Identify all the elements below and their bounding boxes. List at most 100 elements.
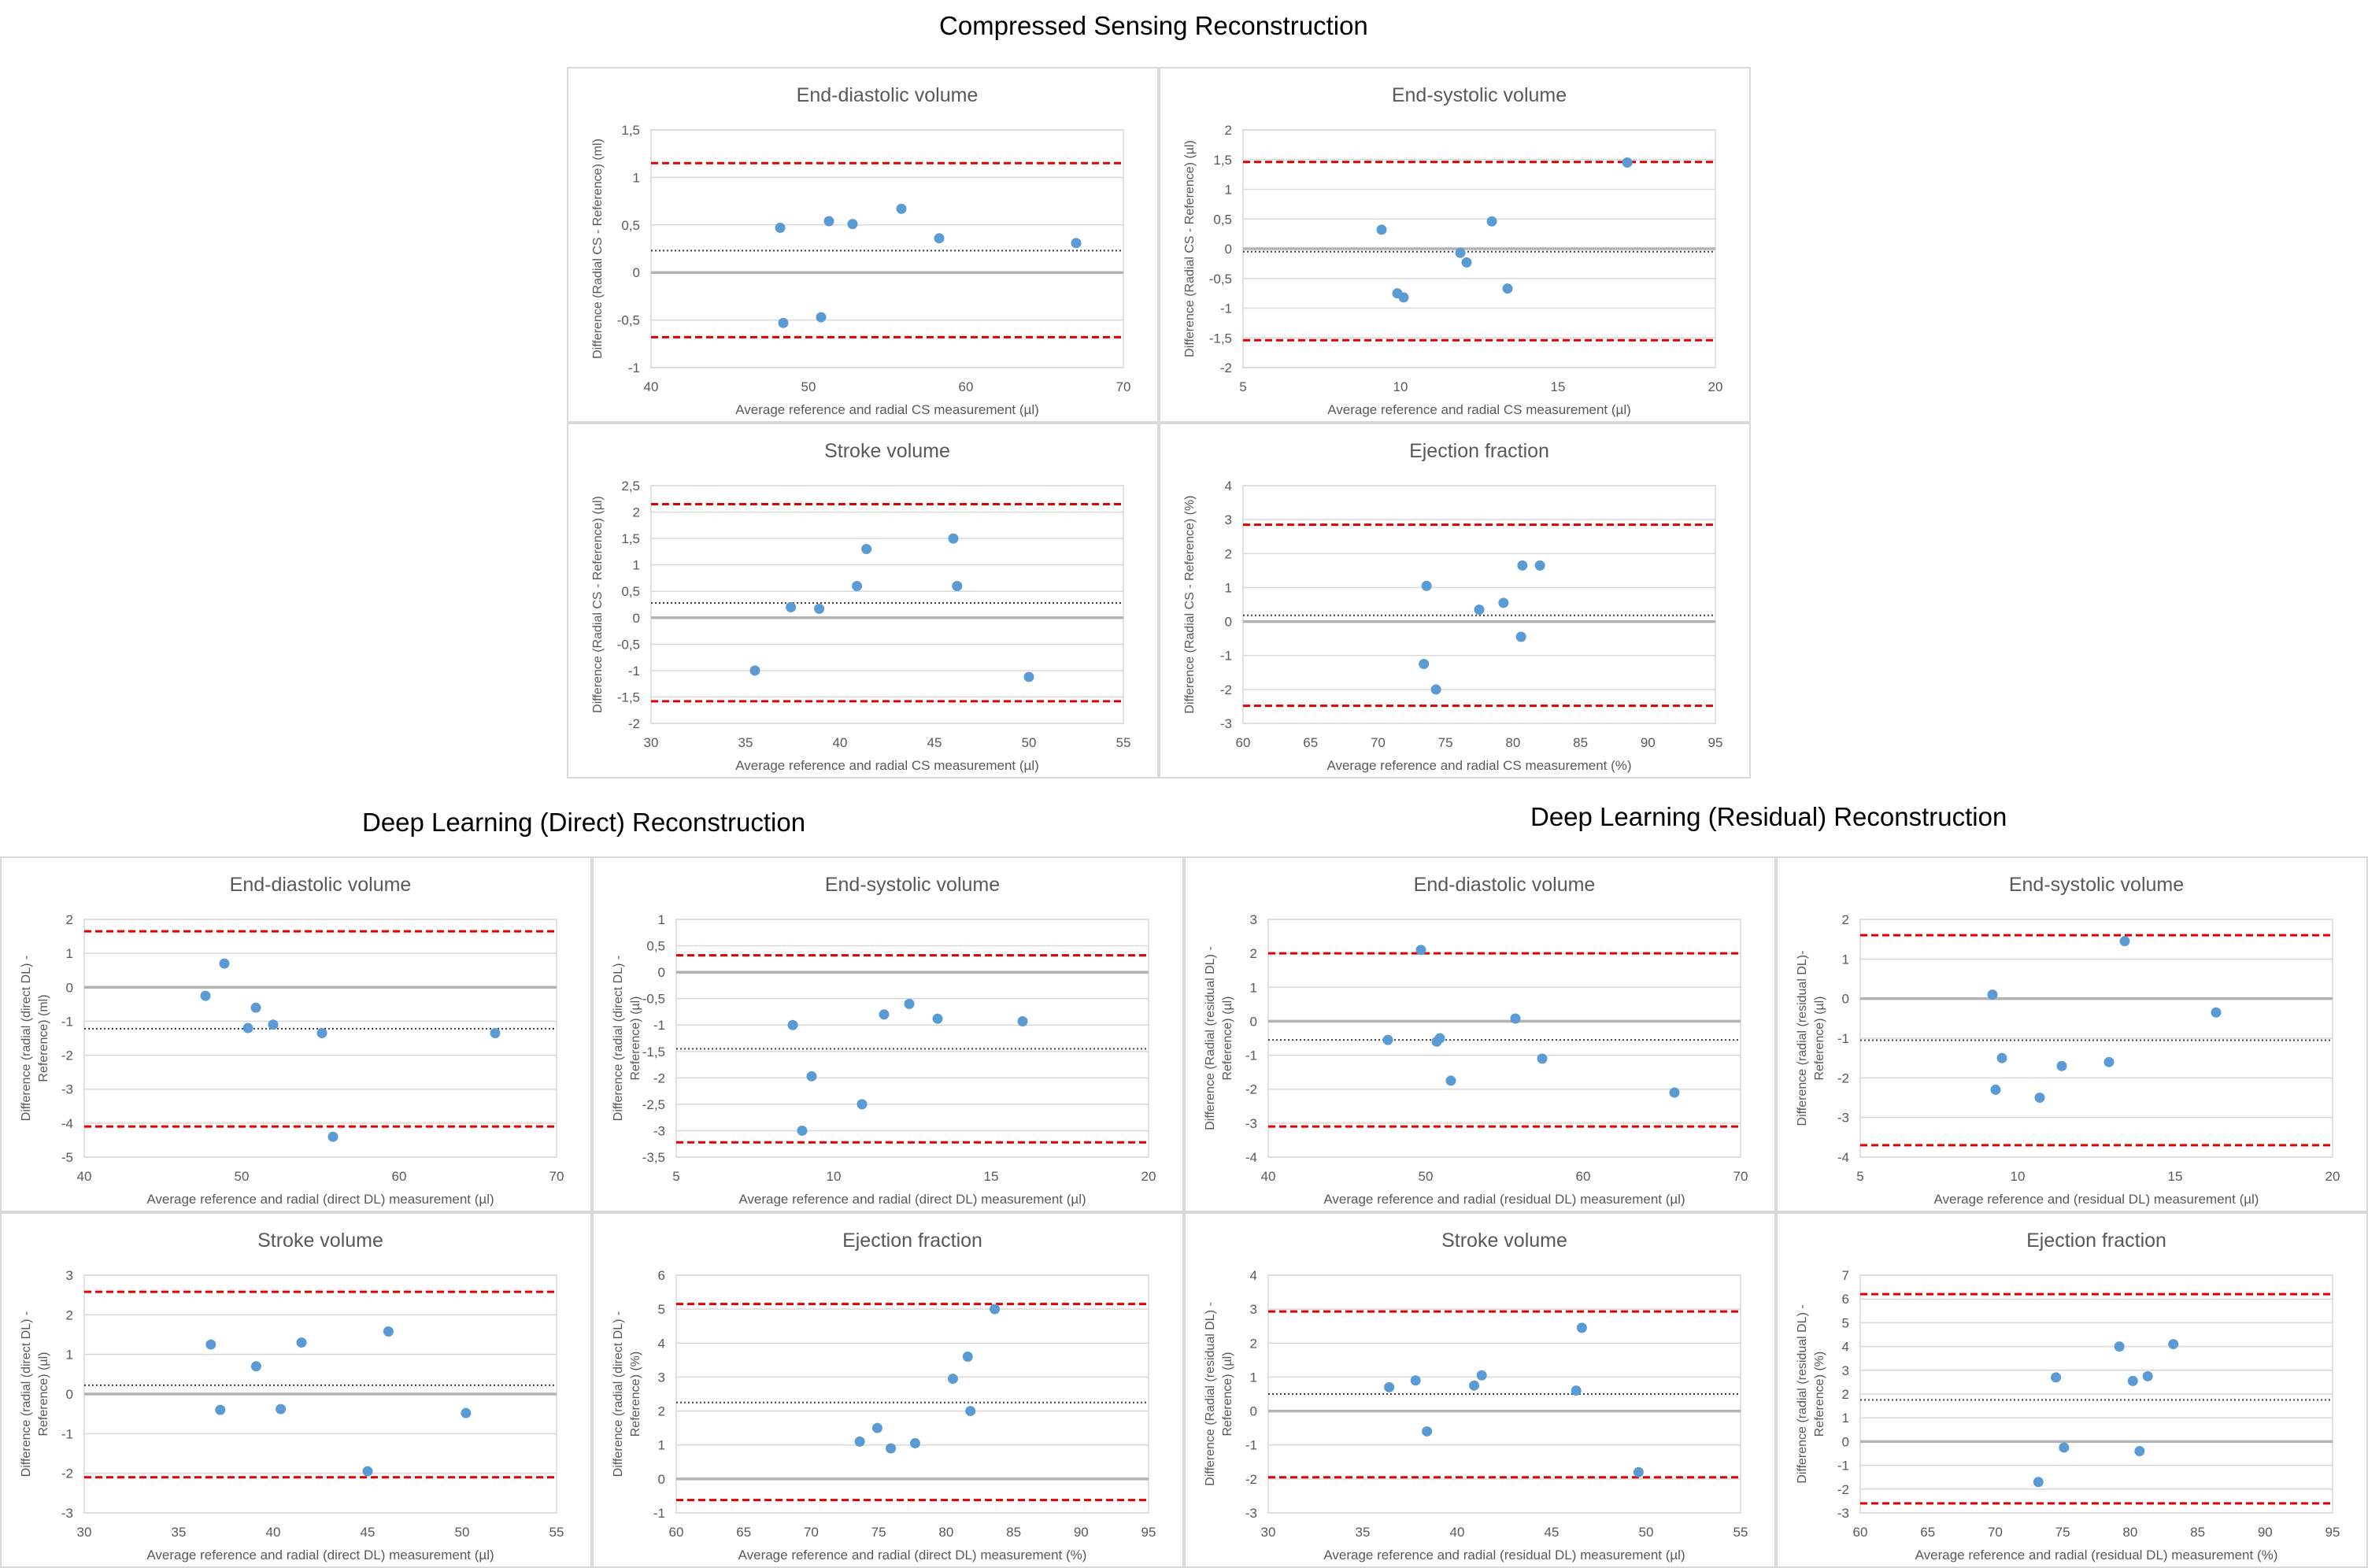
- chart-dld-sv: Stroke volume -3 -2 -1 0 1 2 3 30 35 40 45 50 55 Avera…: [20, 1230, 564, 1562]
- data-point: [296, 1337, 307, 1348]
- data-point: [814, 603, 825, 614]
- data-point: [268, 1019, 279, 1030]
- x-tick-label: 75: [2055, 1525, 2070, 1540]
- data-point: [1445, 1075, 1456, 1086]
- y-tick-label: 3: [1842, 1363, 1849, 1378]
- section-title-cs: Compressed Sensing Reconstruction: [939, 11, 1368, 40]
- data-point: [1461, 257, 1472, 268]
- data-point: [1534, 560, 1545, 571]
- plot-area: [1242, 485, 1716, 724]
- plot-area: [675, 1274, 1149, 1514]
- data-point: [2134, 1445, 2145, 1456]
- data-point: [990, 1304, 1001, 1315]
- y-tick-label: 1,5: [1213, 153, 1232, 168]
- y-tick-label: 1: [1842, 1411, 1849, 1426]
- y-tick-label: -1: [1220, 649, 1232, 664]
- y-tick-label: -1,5: [1209, 331, 1232, 346]
- plot-area: [1859, 919, 2333, 1158]
- data-point: [205, 1339, 216, 1350]
- y-tick-label: -1: [1837, 1459, 1849, 1474]
- y-tick-label: 2: [66, 912, 73, 927]
- data-point: [2142, 1370, 2153, 1381]
- x-tick-label: 50: [1419, 1169, 1434, 1184]
- y-tick-label: -2,5: [642, 1097, 665, 1112]
- y-tick-label: 1,5: [621, 123, 640, 138]
- x-tick-label: 85: [1006, 1525, 1021, 1540]
- y-tick-label: 6: [1842, 1292, 1849, 1307]
- y-tick-label: -2: [1837, 1071, 1849, 1085]
- x-tick-label: 20: [2325, 1169, 2340, 1184]
- x-axis-label: Average reference and radial (direct DL)…: [146, 1192, 494, 1207]
- x-tick-label: 50: [1639, 1525, 1654, 1540]
- y-tick-label: -1: [628, 664, 640, 679]
- x-tick-label: 10: [1393, 379, 1408, 394]
- x-tick-label: 70: [804, 1525, 819, 1540]
- y-axis-label: Difference (Radial CS - Reference) (µl): [1183, 140, 1197, 357]
- panel-dld-edv: End-diastolic volume -5 -4 -3 -2 -1 0 1 2 40 50 60 7…: [0, 856, 592, 1212]
- x-tick-label: 90: [1074, 1525, 1089, 1540]
- x-tick-label: 40: [833, 735, 848, 750]
- x-tick-label: 50: [1022, 735, 1037, 750]
- data-point: [276, 1403, 287, 1415]
- chart-title: End-systolic volume: [2009, 874, 2184, 896]
- data-point: [778, 317, 789, 328]
- x-tick-label: 50: [455, 1525, 470, 1540]
- data-point: [1990, 1084, 2001, 1095]
- y-tick-label: -0,5: [617, 637, 640, 652]
- y-tick-label: 2: [1250, 946, 1257, 961]
- data-point: [1382, 1034, 1393, 1045]
- y-tick-label: -3: [1245, 1116, 1257, 1131]
- x-axis-label: Average reference and radial (residual D…: [1915, 1548, 2278, 1562]
- y-tick-label: 1: [658, 1438, 665, 1453]
- data-point: [948, 533, 959, 544]
- chart-title: Ejection fraction: [842, 1230, 982, 1252]
- y-tick-label: -0,5: [642, 992, 665, 1007]
- y-tick-label: 0: [66, 980, 73, 995]
- panel-cs-edv: End-diastolic volume -1 -0,5 0 0,5 1 1,5 40 50 60…: [567, 67, 1159, 423]
- data-point: [1469, 1380, 1480, 1391]
- data-point: [934, 233, 945, 244]
- data-point: [1576, 1322, 1587, 1333]
- panel-cs-sv: Stroke volume -2 -1,5 -1 -0,5 0 0,5 1 1,5 2 2,5 30 3…: [567, 423, 1159, 778]
- y-tick-label: 1: [633, 558, 640, 573]
- x-tick-label: 15: [984, 1169, 999, 1184]
- y-tick-label: 0,5: [646, 939, 665, 954]
- y-tick-label: -1: [1220, 301, 1232, 316]
- chart-cs-ef: Ejection fraction -3 -2 -1 0 1 2 3 4 60 65 70 75 80 85…: [1183, 440, 1722, 773]
- data-point: [1422, 1426, 1433, 1437]
- y-tick-label: -2: [1220, 682, 1232, 697]
- data-point: [2051, 1372, 2062, 1383]
- x-tick-label: 60: [1236, 735, 1251, 750]
- y-tick-label: 0: [633, 611, 640, 626]
- x-tick-label: 20: [1141, 1169, 1156, 1184]
- y-tick-label: 3: [66, 1268, 73, 1283]
- chart-title: Stroke volume: [1441, 1230, 1567, 1252]
- x-tick-label: 65: [736, 1525, 751, 1540]
- y-tick-label: 0,5: [1213, 212, 1232, 227]
- data-point: [1071, 238, 1082, 249]
- data-point: [215, 1404, 226, 1415]
- y-axis-label: Difference (Radial CS - Reference) (ml): [591, 139, 605, 359]
- x-tick-label: 80: [2122, 1525, 2137, 1540]
- panel-dlr-esv: End-systolic volume -4 -3 -2 -1 0 1 2 5 10 15 20 Ave…: [1776, 856, 2368, 1212]
- y-tick-label: -2: [1220, 361, 1232, 375]
- data-point: [852, 581, 863, 592]
- y-tick-label: -3,5: [642, 1150, 665, 1165]
- data-point: [1537, 1053, 1548, 1064]
- y-tick-label: -2: [61, 1466, 73, 1481]
- x-tick-label: 55: [549, 1525, 564, 1540]
- x-tick-label: 40: [77, 1169, 92, 1184]
- y-tick-label: 1: [1225, 580, 1232, 595]
- x-tick-label: 30: [644, 735, 659, 750]
- y-tick-label: 2: [1225, 123, 1232, 138]
- y-tick-label: -4: [61, 1116, 73, 1131]
- x-tick-label: 15: [2168, 1169, 2183, 1184]
- data-point: [775, 222, 786, 233]
- panel-dlr-edv: End-diastolic volume -4 -3 -2 -1 0 1 2 3 40 50 60 70…: [1184, 856, 1776, 1212]
- data-point: [1502, 283, 1513, 294]
- x-tick-label: 85: [2190, 1525, 2205, 1540]
- y-tick-label: 1,5: [621, 531, 640, 546]
- y-tick-label: -1: [628, 361, 640, 375]
- data-point: [2103, 1056, 2115, 1067]
- x-axis-label: Average reference and radial CS measurem…: [1327, 402, 1631, 417]
